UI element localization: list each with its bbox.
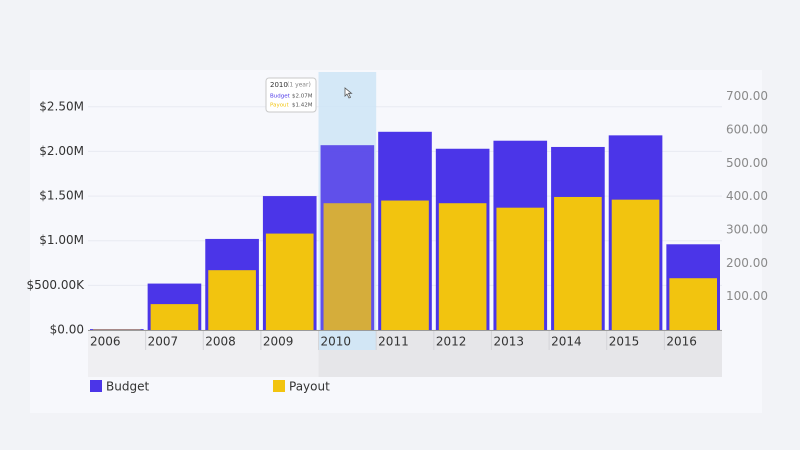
bar [496, 207, 545, 330]
legend-label: Budget [106, 380, 149, 394]
y2-tick-label: 600.00 [726, 123, 768, 137]
y-tick-label: $2.00M [39, 144, 84, 158]
bar [611, 199, 660, 330]
tooltip-title: 2010 [270, 81, 288, 89]
tooltip-series: Payout [270, 103, 290, 109]
x-tick-label: 2006 [90, 335, 121, 349]
bar [150, 304, 199, 330]
y-tick-label: $500.00K [27, 278, 86, 292]
tooltip-value: $2.07M [292, 94, 313, 100]
x-tick-label: 2014 [551, 335, 582, 349]
bar [669, 278, 717, 330]
cursor [344, 87, 353, 99]
y2-tick-label: 300.00 [726, 223, 768, 237]
y-tick-label: $2.50M [39, 99, 84, 113]
y2-tick-label: 500.00 [726, 156, 768, 170]
y2-tick-label: 200.00 [726, 256, 768, 270]
tooltip-note: (1 year) [287, 82, 311, 89]
legend-swatch [273, 380, 285, 392]
bar [381, 200, 429, 330]
x-tick-label: 2012 [436, 335, 467, 349]
bar [554, 196, 602, 330]
x-tick-label: 2009 [263, 335, 294, 349]
x-tick-label: 2013 [493, 335, 524, 349]
bar [265, 233, 314, 330]
x-tick-label: 2011 [378, 335, 409, 349]
y2-tick-label: 700.00 [726, 89, 768, 103]
legend-label: Payout [289, 380, 330, 394]
bar [438, 203, 487, 330]
x-tick-label: 2015 [609, 335, 640, 349]
x-tick-label: 2008 [205, 335, 236, 349]
legend-swatch [90, 380, 102, 392]
x-tick-label: 2016 [666, 335, 697, 349]
y-tick-label: $1.00M [39, 233, 84, 247]
x-axis-selected-area [318, 331, 722, 377]
tooltip-box [265, 77, 317, 113]
x-tick-label: 2007 [148, 335, 179, 349]
y-tick-label: $0.00 [50, 323, 84, 337]
bar [323, 203, 372, 330]
y-tick-label: $1.50M [39, 189, 84, 203]
y2-tick-label: 100.00 [726, 289, 768, 303]
tooltip-value: $1.42M [292, 103, 313, 109]
x-tick-label: 2010 [321, 335, 352, 349]
tooltip-series: Budget [270, 94, 291, 100]
bar [208, 270, 256, 330]
y2-tick-label: 400.00 [726, 189, 768, 203]
